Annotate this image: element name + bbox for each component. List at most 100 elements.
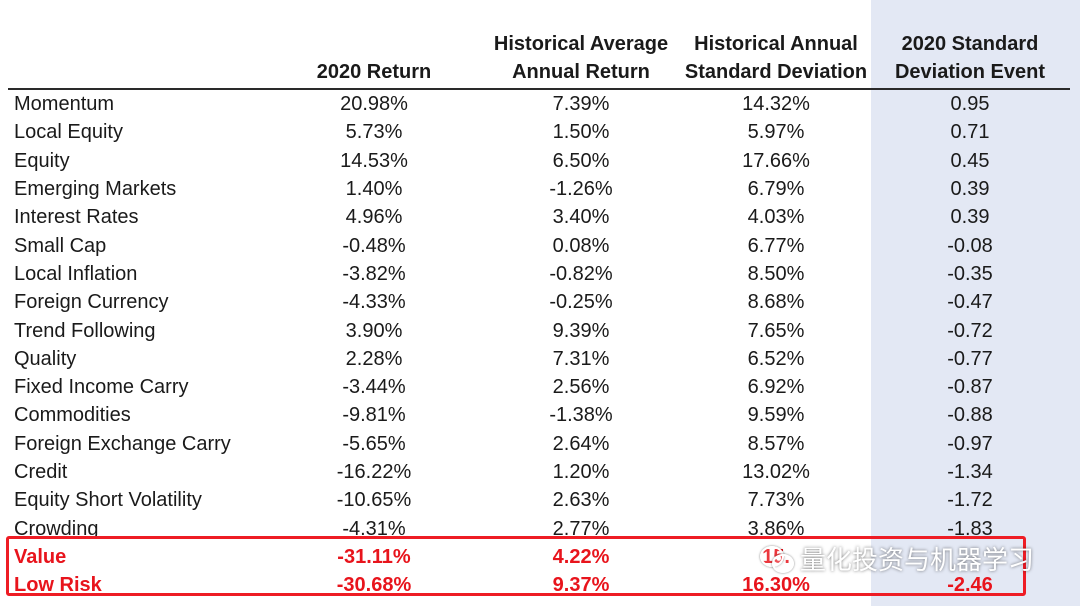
table-cell: 0.39 [950, 206, 990, 229]
table-cell: 14.53% [340, 149, 408, 172]
table-row: Commodities -9.81% -1.38% 9.59% -0.88 [8, 401, 1070, 429]
factor-name: Value [14, 545, 67, 568]
factor-name: Momentum [14, 93, 115, 116]
factor-name: Foreign Currency [14, 291, 169, 314]
table-cell: 6.77% [747, 234, 805, 257]
table-cell: 8.50% [747, 262, 805, 285]
table-cell: 4.03% [747, 206, 805, 229]
table-cell: 2.77% [552, 517, 610, 540]
table-row: Interest Rates 4.96% 3.40% 4.03% 0.39 [8, 203, 1070, 231]
table-cell: -30.68% [336, 574, 412, 597]
table-cell: -0.97 [947, 432, 993, 455]
table-cell: 0.45 [950, 149, 990, 172]
table-row: Foreign Exchange Carry -5.65% 2.64% 8.57% -0… [8, 430, 1070, 458]
table-cell: 2.56% [552, 376, 610, 399]
table-cell: 1.50% [552, 121, 610, 144]
table-row: Equity Short Volatility -10.65% 2.63% 7.73%… [8, 486, 1070, 514]
table-cell: 7.31% [552, 347, 610, 370]
table-cell: -1.26% [549, 178, 613, 201]
table-row: Local Inflation -3.82% -0.82% 8.50% -0.35 [8, 260, 1070, 288]
table-cell: 6.79% [747, 178, 805, 201]
table-cell: -3.82% [342, 262, 406, 285]
table-row: Fixed Income Carry -3.44% 2.56% 6.92% -0.87 [8, 373, 1070, 401]
table-cell: -0.35 [947, 262, 993, 285]
table-cell: -9.81% [342, 404, 406, 427]
table-cell: -4.31% [342, 517, 406, 540]
table-cell: -3.44% [342, 376, 406, 399]
table-row: Trend Following 3.90% 9.39% 7.65% -0.72 [8, 316, 1070, 344]
header-factor [8, 30, 268, 90]
highlighted-row: Low Risk -30.68% 9.37% 16.30% -2.46 [8, 571, 1070, 599]
table-cell: -0.25% [549, 291, 613, 314]
table-cell: 3.40% [552, 206, 610, 229]
factor-name: Interest Rates [14, 206, 139, 229]
factor-name: Local Equity [14, 121, 123, 144]
header-historical-average-annual-return: Historical Average Annual Return [480, 30, 682, 90]
factor-name: Small Cap [14, 234, 107, 257]
factor-name: Equity [14, 149, 70, 172]
table-row: Momentum 20.98% 7.39% 14.32% 0.95 [8, 89, 1070, 118]
table-cell: 6.92% [747, 376, 805, 399]
table-row: Crowding -4.31% 2.77% 3.86% -1.83 [8, 514, 1070, 542]
table-cell: -31.11% [337, 545, 411, 568]
factor-name: Equity Short Volatility [14, 489, 202, 512]
table-row: Emerging Markets 1.40% -1.26% 6.79% 0.39 [8, 175, 1070, 203]
table-cell: 7.65% [747, 319, 805, 342]
table-cell: -1.38% [549, 404, 613, 427]
factor-name: Emerging Markets [14, 178, 177, 201]
table-cell: -0.77 [947, 347, 993, 370]
table-row: Quality 2.28% 7.31% 6.52% -0.77 [8, 345, 1070, 373]
table-body: Momentum 20.98% 7.39% 14.32% 0.95 Local Equit… [8, 89, 1070, 599]
table-cell: 8.57% [747, 432, 805, 455]
table-cell: 5.97% [747, 121, 805, 144]
wechat-icon [760, 544, 794, 574]
table-cell: 0.08% [552, 234, 610, 257]
table-cell: -2.46 [947, 574, 993, 597]
table-cell: 2.63% [552, 489, 610, 512]
table-cell: -0.08 [947, 234, 993, 257]
highlight-box [6, 536, 1026, 596]
header-2020-return: 2020 Return [268, 30, 480, 90]
table-row: Local Equity 5.73% 1.50% 5.97% 0.71 [8, 118, 1070, 146]
table-cell: -10.65% [336, 489, 412, 512]
table-cell: -0.82% [549, 262, 613, 285]
table-cell: 1.20% [552, 461, 610, 483]
factor-name: Quality [14, 347, 77, 370]
factor-name: Crowding [14, 517, 99, 540]
table-cell: -1.34 [947, 461, 993, 483]
table-cell: 8.68% [747, 291, 805, 314]
factor-returns-table: 2020 Return Historical Average Annual Ret… [8, 30, 1070, 599]
table-cell: 1.40% [345, 178, 403, 201]
header-2020-standard-deviation-event: 2020 Standard Deviation Event [870, 30, 1070, 90]
table-cell: 2.28% [345, 347, 403, 370]
table-cell: 16.30% [742, 574, 810, 597]
factor-name: Fixed Income Carry [14, 376, 189, 399]
table-row: Small Cap -0.48% 0.08% 6.77% -0.08 [8, 231, 1070, 259]
table-cell: 6.50% [552, 149, 610, 172]
table-cell: 0.95 [950, 93, 990, 116]
table-cell: -0.47 [947, 291, 993, 314]
table-cell: 7.73% [747, 489, 805, 512]
last-column-shading [871, 0, 1080, 606]
table-cell: -0.48% [342, 234, 406, 257]
table-cell: -1.83 [947, 517, 993, 540]
table-cell: -0.88 [947, 404, 993, 427]
factor-name: Low Risk [14, 574, 102, 597]
factor-name: Trend Following [14, 319, 156, 342]
table-cell: 5.73% [345, 121, 403, 144]
factor-name: Local Inflation [14, 262, 138, 285]
table-cell: 17.66% [742, 149, 810, 172]
table-cell: -1.72 [947, 489, 993, 512]
table-cell: 3.90% [345, 319, 403, 342]
watermark: 量化投资与机器学习 [760, 540, 1034, 577]
table-row: Credit -16.22% 1.20% 13.02% -1.34 [8, 458, 1070, 486]
factor-name: Foreign Exchange Carry [14, 432, 231, 455]
table-cell: 14.32% [742, 93, 810, 116]
table-cell: 4.22% [552, 545, 610, 568]
table-cell: 7.39% [552, 93, 610, 116]
table-cell: 13.02% [742, 461, 810, 483]
factor-name: Commodities [14, 404, 131, 427]
table-cell: 9.59% [747, 404, 805, 427]
table-cell: 3.86% [747, 517, 805, 540]
table-cell: -0.87 [947, 376, 993, 399]
